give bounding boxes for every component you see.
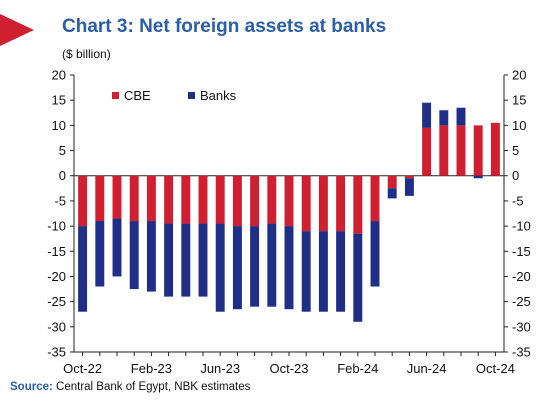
x-tick-label: Oct-22 bbox=[63, 361, 102, 376]
bar-cbe bbox=[301, 175, 311, 232]
axes-layer: 20 20 15 15 10 10 5 5 0 0 -5 -5 -10 -10 -15 -15 -20 -20 -2… bbox=[47, 68, 531, 377]
bar-banks bbox=[456, 107, 466, 126]
y-tick-label-left: 20 bbox=[52, 68, 66, 83]
source-label: Source: bbox=[10, 381, 53, 393]
bar-banks bbox=[78, 226, 88, 312]
bar-banks bbox=[250, 226, 260, 307]
bar-cbe bbox=[439, 125, 449, 176]
brand-flag-icon bbox=[0, 14, 34, 46]
x-tick-label: Feb-24 bbox=[337, 361, 378, 376]
bar-cbe bbox=[387, 175, 397, 189]
bar-banks bbox=[318, 231, 328, 312]
bar-banks bbox=[422, 102, 432, 128]
bar-banks bbox=[198, 223, 208, 297]
bar-cbe bbox=[250, 175, 260, 227]
y-tick-label-left: -30 bbox=[47, 319, 66, 334]
bar-banks bbox=[404, 178, 414, 196]
y-tick-label-right: -10 bbox=[512, 219, 531, 234]
bar-cbe bbox=[232, 175, 242, 227]
bar-cbe bbox=[456, 125, 466, 176]
y-tick-label-left: -10 bbox=[47, 219, 66, 234]
bar-banks bbox=[95, 221, 105, 287]
source-text: Central Bank of Egypt, NBK estimates bbox=[56, 381, 251, 393]
bar-banks bbox=[112, 218, 122, 277]
bar-cbe bbox=[370, 175, 380, 222]
bar-cbe bbox=[215, 175, 225, 224]
bars-layer bbox=[78, 102, 500, 322]
x-tick-label: Oct-23 bbox=[269, 361, 308, 376]
bar-cbe bbox=[112, 175, 122, 219]
bar-banks bbox=[439, 110, 449, 126]
y-axis-unit: ($ billion) bbox=[62, 47, 111, 61]
y-tick-label-left: -15 bbox=[47, 244, 66, 259]
y-tick-label-left: 0 bbox=[59, 168, 66, 183]
y-tick-label-right: 20 bbox=[512, 68, 526, 83]
bar-banks bbox=[387, 188, 397, 199]
bar-cbe bbox=[353, 175, 363, 234]
y-tick-label-right: -15 bbox=[512, 244, 531, 259]
bar-cbe bbox=[78, 175, 88, 227]
y-tick-label-right: -35 bbox=[512, 345, 531, 360]
legend-label-cbe: CBE bbox=[124, 88, 151, 103]
bar-banks bbox=[267, 223, 277, 307]
bar-banks bbox=[353, 233, 363, 322]
bar-banks bbox=[232, 226, 242, 310]
x-tick-label: Feb-23 bbox=[131, 361, 172, 376]
bar-cbe bbox=[129, 175, 139, 222]
y-tick-label-right: -5 bbox=[512, 193, 524, 208]
bar-cbe bbox=[198, 175, 208, 224]
bar-cbe bbox=[404, 175, 414, 179]
bar-banks bbox=[336, 231, 346, 312]
legend-swatch-cbe bbox=[112, 92, 119, 99]
chart-title: Chart 3: Net foreign assets at banks bbox=[62, 16, 387, 37]
y-tick-label-left: -20 bbox=[47, 269, 66, 284]
bar-cbe bbox=[181, 175, 191, 224]
bar-cbe bbox=[164, 175, 174, 224]
y-tick-label-right: -30 bbox=[512, 319, 531, 334]
y-tick-label-right: -20 bbox=[512, 269, 531, 284]
legend-layer: CBE Banks bbox=[112, 88, 237, 103]
bar-banks bbox=[181, 223, 191, 297]
y-tick-label-left: -35 bbox=[47, 345, 66, 360]
bar-banks bbox=[164, 223, 174, 297]
bar-banks bbox=[370, 221, 380, 287]
bar-cbe bbox=[267, 175, 277, 224]
bar-banks bbox=[473, 175, 483, 179]
bar-cbe bbox=[95, 175, 105, 222]
y-tick-label-left: -5 bbox=[54, 193, 66, 208]
bar-cbe bbox=[318, 175, 328, 232]
y-tick-label-right: 10 bbox=[512, 118, 526, 133]
legend-label-banks: Banks bbox=[200, 88, 237, 103]
y-tick-label-right: -25 bbox=[512, 294, 531, 309]
y-tick-label-left: 5 bbox=[59, 143, 66, 158]
bar-cbe bbox=[284, 175, 294, 227]
bar-banks bbox=[146, 221, 156, 292]
bar-banks bbox=[301, 231, 311, 312]
y-tick-label-right: 15 bbox=[512, 93, 526, 108]
y-tick-label-left: 15 bbox=[52, 93, 66, 108]
bar-banks bbox=[129, 221, 139, 290]
x-tick-label: Jun-23 bbox=[200, 361, 240, 376]
y-tick-label-left: 10 bbox=[52, 118, 66, 133]
x-tick-label: Jun-24 bbox=[407, 361, 447, 376]
y-tick-label-right: 5 bbox=[512, 143, 519, 158]
y-tick-label-right: 0 bbox=[512, 168, 519, 183]
bar-cbe bbox=[336, 175, 346, 232]
x-tick-label: Oct-24 bbox=[476, 361, 515, 376]
bar-cbe bbox=[146, 175, 156, 222]
bar-banks bbox=[215, 223, 225, 312]
legend-swatch-banks bbox=[188, 92, 195, 99]
y-tick-label-left: -25 bbox=[47, 294, 66, 309]
bar-cbe bbox=[473, 125, 483, 176]
bar-cbe bbox=[490, 122, 500, 176]
bar-cbe bbox=[422, 127, 432, 176]
bar-banks bbox=[284, 226, 294, 310]
source-note: Source: Central Bank of Egypt, NBK estim… bbox=[10, 381, 250, 393]
